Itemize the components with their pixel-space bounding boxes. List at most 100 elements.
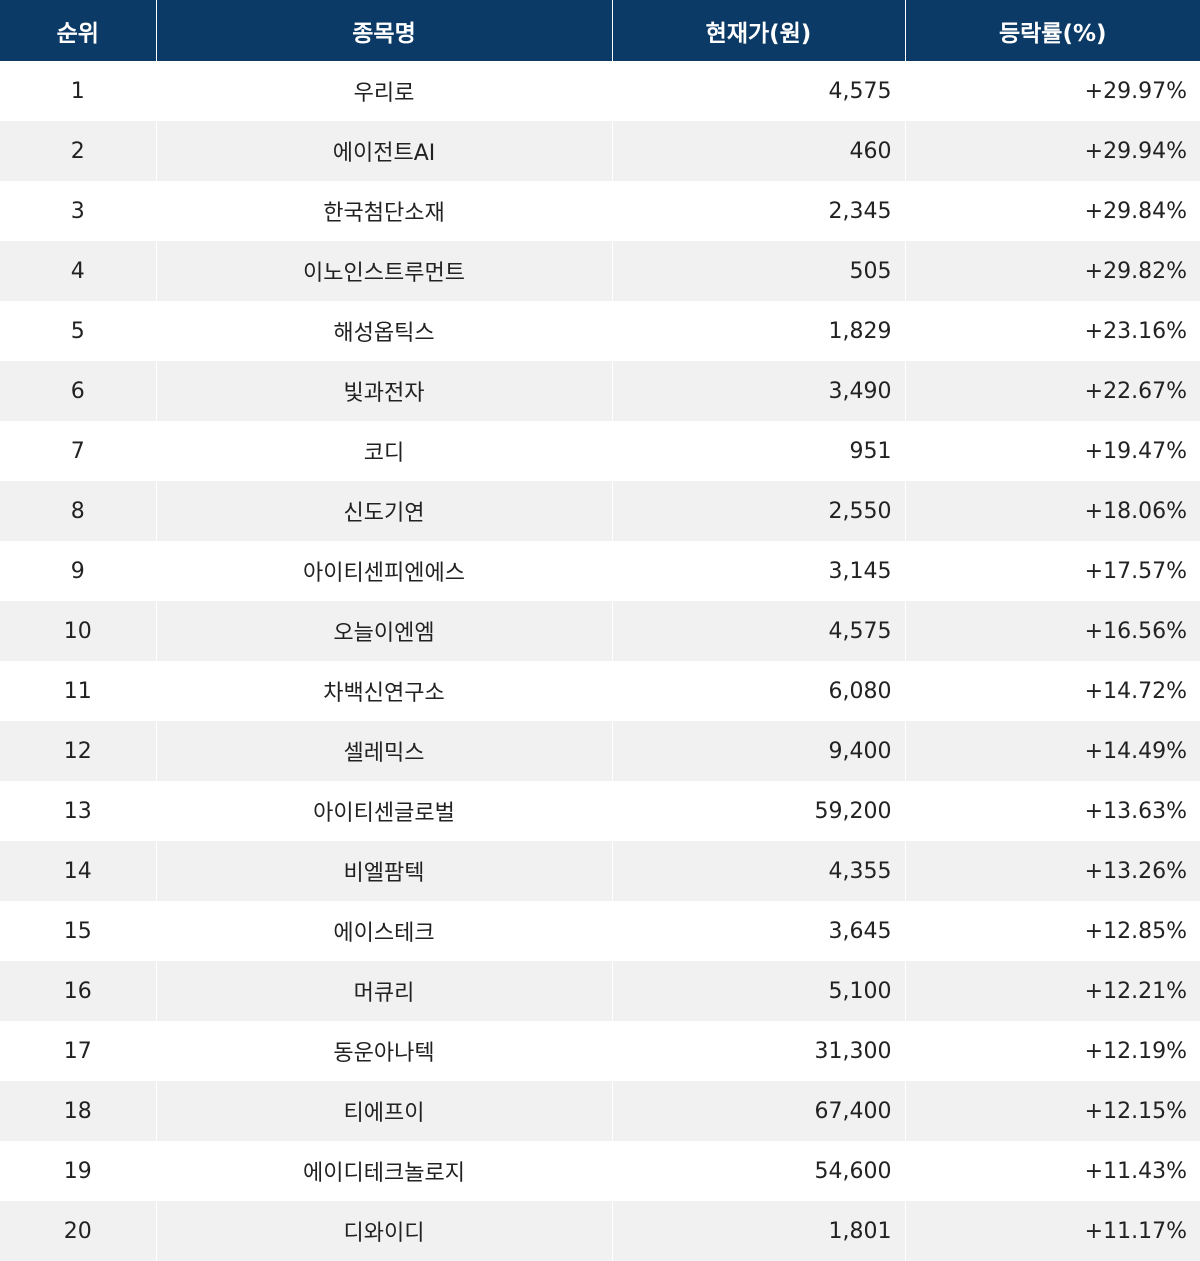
table-row: 9 아이티센피엔에스 3,145 +17.57% [0,541,1200,601]
table-row: 20 디와이디 1,801 +11.17% [0,1201,1200,1261]
rank-cell: 20 [0,1201,156,1261]
rank-cell: 9 [0,541,156,601]
stock-name-cell: 오늘이엔엠 [155,601,612,661]
rank-cell: 18 [0,1081,156,1141]
table-header: 순위 종목명 현재가(원) 등락률(%) [0,0,1200,61]
table-row: 14 비엘팜텍 4,355 +13.26% [0,841,1200,901]
change-rate-cell: +17.57% [904,541,1200,601]
change-rate-cell: +22.67% [904,361,1200,421]
change-rate-cell: +29.84% [904,181,1200,241]
change-rate-cell: +12.15% [904,1081,1200,1141]
rank-cell: 1 [0,61,156,121]
header-name: 종목명 [155,0,612,61]
stock-name-cell: 빛과전자 [155,361,612,421]
rank-cell: 5 [0,301,156,361]
rank-cell: 14 [0,841,156,901]
table-body: 1 우리로 4,575 +29.97% 2 에이전트AI 460 +29.94% 3 한국첨단소재… [0,61,1200,1261]
change-rate-cell: +14.72% [904,661,1200,721]
table-row: 12 셀레믹스 9,400 +14.49% [0,721,1200,781]
change-rate-cell: +23.16% [904,301,1200,361]
stock-name-cell: 코디 [155,421,612,481]
price-cell: 505 [611,241,905,301]
rank-cell: 7 [0,421,156,481]
change-rate-cell: +13.63% [904,781,1200,841]
table-row: 11 차백신연구소 6,080 +14.72% [0,661,1200,721]
rank-cell: 19 [0,1141,156,1201]
change-rate-cell: +29.82% [904,241,1200,301]
price-cell: 67,400 [611,1081,905,1141]
stock-name-cell: 아이티센피엔에스 [155,541,612,601]
table-row: 13 아이티센글로벌 59,200 +13.63% [0,781,1200,841]
stock-name-cell: 한국첨단소재 [155,181,612,241]
price-cell: 4,575 [611,601,905,661]
change-rate-cell: +18.06% [904,481,1200,541]
table-row: 18 티에프이 67,400 +12.15% [0,1081,1200,1141]
table-row: 10 오늘이엔엠 4,575 +16.56% [0,601,1200,661]
stock-name-cell: 신도기연 [155,481,612,541]
rank-cell: 6 [0,361,156,421]
price-cell: 4,355 [611,841,905,901]
stock-name-cell: 머큐리 [155,961,612,1021]
price-cell: 4,575 [611,61,905,121]
rank-cell: 4 [0,241,156,301]
change-rate-cell: +11.17% [904,1201,1200,1261]
rank-cell: 3 [0,181,156,241]
change-rate-cell: +13.26% [904,841,1200,901]
table-row: 15 에이스테크 3,645 +12.85% [0,901,1200,961]
price-cell: 9,400 [611,721,905,781]
price-cell: 31,300 [611,1021,905,1081]
stock-name-cell: 동운아나텍 [155,1021,612,1081]
price-cell: 3,490 [611,361,905,421]
header-change: 등락률(%) [904,0,1200,61]
table-row: 17 동운아나텍 31,300 +12.19% [0,1021,1200,1081]
rank-cell: 16 [0,961,156,1021]
price-cell: 2,345 [611,181,905,241]
stock-name-cell: 디와이디 [155,1201,612,1261]
price-cell: 951 [611,421,905,481]
stock-name-cell: 이노인스트루먼트 [155,241,612,301]
price-cell: 59,200 [611,781,905,841]
price-cell: 5,100 [611,961,905,1021]
change-rate-cell: +29.97% [904,61,1200,121]
change-rate-cell: +12.85% [904,901,1200,961]
header-price: 현재가(원) [611,0,905,61]
stock-name-cell: 우리로 [155,61,612,121]
header-row: 순위 종목명 현재가(원) 등락률(%) [0,0,1200,61]
rank-cell: 15 [0,901,156,961]
table-row: 19 에이디테크놀로지 54,600 +11.43% [0,1141,1200,1201]
table-row: 7 코디 951 +19.47% [0,421,1200,481]
change-rate-cell: +16.56% [904,601,1200,661]
rank-cell: 2 [0,121,156,181]
price-cell: 460 [611,121,905,181]
rank-cell: 8 [0,481,156,541]
stock-name-cell: 셀레믹스 [155,721,612,781]
change-rate-cell: +12.19% [904,1021,1200,1081]
stock-name-cell: 에이스테크 [155,901,612,961]
table-row: 1 우리로 4,575 +29.97% [0,61,1200,121]
price-cell: 6,080 [611,661,905,721]
stock-name-cell: 에이디테크놀로지 [155,1141,612,1201]
change-rate-cell: +29.94% [904,121,1200,181]
table-row: 2 에이전트AI 460 +29.94% [0,121,1200,181]
rank-cell: 10 [0,601,156,661]
table-row: 8 신도기연 2,550 +18.06% [0,481,1200,541]
change-rate-cell: +12.21% [904,961,1200,1021]
rank-cell: 11 [0,661,156,721]
stock-name-cell: 해성옵틱스 [155,301,612,361]
price-cell: 1,829 [611,301,905,361]
stock-name-cell: 아이티센글로벌 [155,781,612,841]
stock-name-cell: 에이전트AI [155,121,612,181]
table-row: 5 해성옵틱스 1,829 +23.16% [0,301,1200,361]
change-rate-cell: +19.47% [904,421,1200,481]
price-cell: 2,550 [611,481,905,541]
change-rate-cell: +11.43% [904,1141,1200,1201]
stock-name-cell: 비엘팜텍 [155,841,612,901]
stock-name-cell: 차백신연구소 [155,661,612,721]
price-cell: 3,145 [611,541,905,601]
price-cell: 1,801 [611,1201,905,1261]
table-row: 6 빛과전자 3,490 +22.67% [0,361,1200,421]
header-rank: 순위 [0,0,156,61]
price-cell: 54,600 [611,1141,905,1201]
rank-cell: 17 [0,1021,156,1081]
